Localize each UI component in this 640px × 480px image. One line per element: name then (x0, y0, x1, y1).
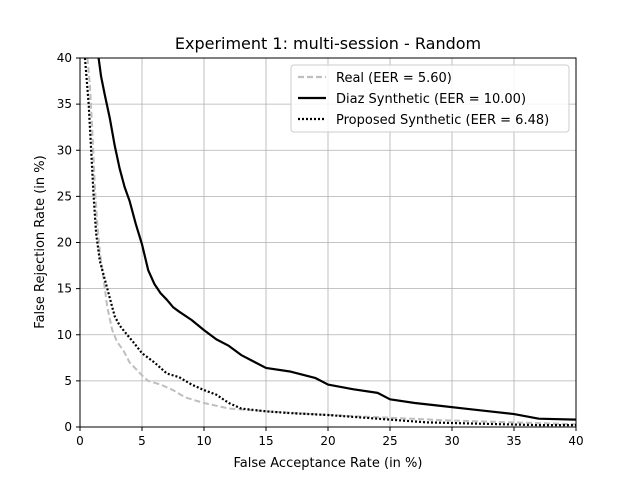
x-tick-label: 0 (76, 434, 84, 448)
x-axis-label: False Acceptance Rate (in %) (234, 456, 423, 471)
x-tick-label: 40 (568, 434, 583, 448)
y-tick-label: 40 (57, 51, 72, 65)
legend-items: Real (EER = 5.60) Diaz Synthetic (EER = 1… (298, 71, 549, 128)
x-axis-ticks: 0 5 10 15 20 25 30 35 40 (76, 427, 584, 448)
y-tick-label: 15 (57, 282, 72, 296)
y-tick-label: 5 (64, 374, 72, 388)
y-tick-label: 10 (57, 328, 72, 342)
y-tick-label: 30 (57, 143, 72, 157)
x-tick-label: 15 (258, 434, 273, 448)
y-tick-label: 0 (64, 420, 72, 434)
legend-box (290, 64, 570, 133)
series-line-2 (97, 58, 576, 421)
chart-title: Experiment 1: multi-session - Random (175, 34, 481, 53)
legend-label-3: Proposed Synthetic (EER = 6.48) (336, 113, 549, 128)
legend-label-2: Diaz Synthetic (EER = 10.00) (336, 92, 526, 107)
x-tick-label: 5 (138, 434, 146, 448)
x-tick-label: 25 (382, 434, 397, 448)
x-tick-label: 30 (444, 434, 459, 448)
legend-label-1: Real (EER = 5.60) (336, 71, 452, 86)
y-tick-label: 25 (57, 189, 72, 203)
y-axis-label: False Rejection Rate (in %) (33, 155, 48, 328)
y-tick-label: 20 (57, 236, 72, 250)
legend: Real (EER = 5.60) Diaz Synthetic (EER = 1… (290, 64, 570, 133)
y-axis-ticks: 0 5 10 15 20 25 30 35 40 (57, 51, 80, 434)
series-group (83, 58, 576, 427)
y-tick-label: 35 (57, 97, 72, 111)
x-tick-label: 35 (506, 434, 521, 448)
x-tick-label: 20 (320, 434, 335, 448)
x-tick-label: 10 (196, 434, 211, 448)
